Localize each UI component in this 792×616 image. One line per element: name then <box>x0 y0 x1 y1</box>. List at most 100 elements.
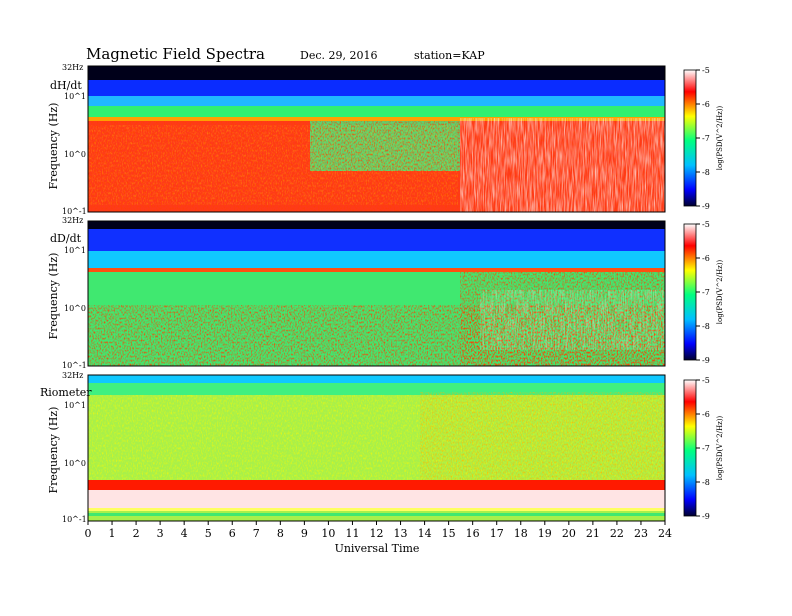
colorbar-tick-label: -9 <box>702 202 710 211</box>
panel-dddt-cyan-band <box>88 251 665 269</box>
y-tick-label: 10^-1 <box>62 515 87 524</box>
panel-riometer <box>87 374 666 522</box>
colorbar-tick-label: -8 <box>702 168 710 177</box>
colorbar-tick-label: -6 <box>702 254 710 263</box>
x-tick-label: 14 <box>418 527 432 540</box>
colorbar-tick-label: -6 <box>702 100 710 109</box>
y-tick-label: 10^0 <box>64 150 86 159</box>
panel-dddt-frame <box>87 220 666 367</box>
x-tick-label: 11 <box>345 527 359 540</box>
y-tick-label: 10^0 <box>64 459 86 468</box>
panel-dhdt-top-dark <box>88 66 665 80</box>
y-ticks-riometer: 32Hz 10^1 10^0 10^-1 <box>62 371 87 524</box>
colorbar-tick-label: -9 <box>702 356 710 365</box>
x-tick-label: 0 <box>85 527 92 540</box>
panel-label-dhdt: dH/dt <box>50 79 82 92</box>
x-tick-label: 20 <box>562 527 576 540</box>
x-tick-label: 2 <box>133 527 140 540</box>
panel-dddt-top-dark <box>88 221 665 229</box>
y-tick-label: 10^1 <box>64 246 86 255</box>
x-tick-label: 15 <box>442 527 456 540</box>
x-tick-label: 1 <box>109 527 116 540</box>
panel-riometer-white-band <box>88 490 665 508</box>
x-tick-label: 13 <box>394 527 408 540</box>
y-tick-label: 10^-1 <box>62 207 87 216</box>
panel-dhdt-speckle-yel <box>88 125 458 205</box>
y-axis-label-riometer: Frequency (Hz) <box>47 407 60 494</box>
figure-date: Dec. 29, 2016 <box>300 49 377 62</box>
figure-title: Magnetic Field Spectra <box>86 45 265 63</box>
panel-dddt-blue-band <box>88 229 665 251</box>
colorbar-tick-label: -7 <box>702 134 710 143</box>
panel-dhdt-blue-band <box>88 80 665 96</box>
panel-dddt <box>87 220 666 367</box>
panel-dhdt-green-band <box>88 106 665 118</box>
y-tick-label: 32Hz <box>62 371 83 380</box>
panel-riometer-top-cyan <box>88 375 665 383</box>
panel-riometer-red-band <box>88 480 665 490</box>
colorbar-tick-label: -5 <box>702 376 710 385</box>
panel-dhdt <box>87 65 666 213</box>
panel-riometer-bottom-stripe-a <box>88 508 665 511</box>
x-tick-label: 21 <box>586 527 600 540</box>
panel-dhdt-frame <box>87 65 666 213</box>
x-tick-label: 7 <box>253 527 260 540</box>
panel-riometer-bottom-stripe-b <box>88 513 665 516</box>
colorbar-0: -5 -6 -7 -8 -9 log(PSD(V^2/Hz)) <box>683 66 724 211</box>
y-tick-label: 32Hz <box>62 63 83 72</box>
x-tick-label: 17 <box>490 527 504 540</box>
y-axis-label-dhdt: Frequency (Hz) <box>47 103 60 190</box>
x-tick-label: 18 <box>514 527 528 540</box>
x-tick-label: 24 <box>658 527 672 540</box>
x-axis-ticks: 0 1 2 3 4 5 6 7 8 9 10 11 12 13 14 15 16 17 18 19 20 21 22 23 24 <box>85 521 672 540</box>
colorbar-tick-label: -6 <box>702 410 710 419</box>
colorbar-1: -5 -6 -7 -8 -9 log(PSD(V^2/Hz)) <box>683 220 724 365</box>
colorbar-tick-label: -7 <box>702 288 710 297</box>
colorbar-gradient <box>683 69 697 207</box>
panel-dddt-line <box>88 268 665 272</box>
colorbars: -5 -6 -7 -8 -9 log(PSD(V^2/Hz)) -5 -6 -7 -8 -9 log(… <box>683 66 724 521</box>
colorbar-tick-label: -8 <box>702 478 710 487</box>
panel-label-riometer: Riometer <box>40 386 92 399</box>
panel-riometer-orange <box>420 392 665 480</box>
x-tick-label: 12 <box>370 527 384 540</box>
colorbar-2: -5 -6 -7 -8 -9 log(PSD(V^2/Hz)) <box>683 376 724 521</box>
panel-dhdt-line <box>88 117 665 121</box>
y-tick-label: 32Hz <box>62 216 83 225</box>
panel-dddt-right-white <box>480 290 665 350</box>
y-tick-label: 10^-1 <box>62 361 87 370</box>
colorbar-tick-label: -8 <box>702 322 710 331</box>
x-axis-label: Universal Time <box>335 542 420 555</box>
y-tick-label: 10^1 <box>64 92 86 101</box>
y-tick-label: 10^0 <box>64 304 86 313</box>
figure-station: station=KAP <box>414 49 485 62</box>
x-tick-label: 3 <box>157 527 164 540</box>
x-tick-label: 8 <box>277 527 284 540</box>
colorbar-tick-label: -5 <box>702 66 710 75</box>
y-ticks-dhdt: 32Hz 10^1 10^0 10^-1 <box>62 63 87 216</box>
x-tick-label: 22 <box>610 527 624 540</box>
x-tick-label: 9 <box>301 527 308 540</box>
y-axis-label-dddt: Frequency (Hz) <box>47 253 60 340</box>
y-ticks-dddt: 32Hz 10^1 10^0 10^-1 <box>62 216 87 370</box>
x-tick-label: 23 <box>634 527 648 540</box>
x-tick-label: 6 <box>229 527 236 540</box>
x-tick-label: 16 <box>466 527 480 540</box>
colorbar-tick-label: -7 <box>702 444 710 453</box>
colorbar-label: log(PSD(V^2/Hz)) <box>716 415 724 480</box>
x-tick-label: 10 <box>321 527 335 540</box>
x-tick-label: 5 <box>205 527 212 540</box>
x-tick-label: 19 <box>538 527 552 540</box>
colorbar-tick-label: -5 <box>702 220 710 229</box>
panel-dhdt-white-region <box>460 118 665 212</box>
panel-label-dddt: dD/dt <box>50 232 82 245</box>
colorbar-gradient <box>683 379 697 517</box>
y-tick-label: 10^1 <box>64 401 86 410</box>
colorbar-label: log(PSD(V^2/Hz)) <box>716 259 724 324</box>
colorbar-gradient <box>683 223 697 361</box>
colorbar-tick-label: -9 <box>702 512 710 521</box>
x-tick-label: 4 <box>181 527 188 540</box>
colorbar-label: log(PSD(V^2/Hz)) <box>716 105 724 170</box>
